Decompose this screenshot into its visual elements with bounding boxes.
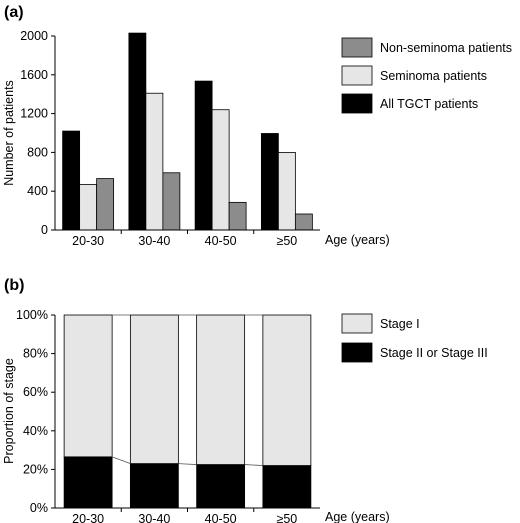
panel-a-bar-seminoma-patients-20-30 xyxy=(79,184,98,231)
panel-a-bar-all-tgct-patients-20-30 xyxy=(62,130,81,231)
panel-a-bar-non-seminoma-patients-40-50 xyxy=(228,201,247,231)
panel-b-y-tick-label: 40% xyxy=(23,424,48,438)
panel-b-x-tick-label: 20-30 xyxy=(72,512,104,523)
panel-b-bar-stage-i-40-50 xyxy=(196,314,246,465)
panel-b-connector-line xyxy=(111,456,131,464)
panel-b-y-axis-title: Proportion of stage xyxy=(2,358,16,464)
panel-a-bar-all-tgct-patients-40-50 xyxy=(194,80,213,231)
panel-b-bar-stage-i-50 xyxy=(262,314,312,466)
panel-a-bar-seminoma-patients-30-40 xyxy=(145,92,164,231)
panel-b-legend-swatch-stage-i xyxy=(341,313,373,334)
panel-a-bar-non-seminoma-patients-50 xyxy=(294,213,313,231)
panel-a-y-tick-label: 1600 xyxy=(20,68,48,82)
panel-a-x-tick-label: 40-50 xyxy=(205,234,237,248)
panel-b-x-axis-title: Age (years) xyxy=(325,510,390,523)
panel-b-bars xyxy=(63,314,312,509)
panel-a-x-tick-label: ≥50 xyxy=(276,234,297,248)
panel-a-legend-label-all-tgct-patients: All TGCT patients xyxy=(380,97,478,111)
panel-a-label: (a) xyxy=(4,4,24,21)
panel-a-bar-non-seminoma-patients-20-30 xyxy=(96,178,115,231)
panel-a-bar-seminoma-patients-40-50 xyxy=(211,109,230,231)
panel-a-y-tick-label: 0 xyxy=(41,223,48,237)
panel-a-y-axis-title: Number of patients xyxy=(2,80,16,186)
panel-b-bar-stage-ii-or-stage-iii-40-50 xyxy=(196,464,246,509)
panel-b-legend-label-stage-ii-or-stage-iii: Stage II or Stage III xyxy=(380,346,488,360)
panel-a-y-tick-label: 1200 xyxy=(20,107,48,121)
panel-b-legend-swatch-stage-ii-or-stage-iii xyxy=(341,342,373,363)
panel-b-x-ticks: 20-30 30-40 40-50 ≥50 xyxy=(72,508,297,523)
panel-b-x-tick-label: ≥50 xyxy=(276,512,297,523)
panel-a-bar-non-seminoma-patients-30-40 xyxy=(162,172,181,231)
panel-b-x-tick-label: 40-50 xyxy=(205,512,237,523)
panel-a-x-tick-label: 30-40 xyxy=(138,234,170,248)
panel-a-bars xyxy=(62,32,313,231)
panel-b-y-tick-label: 100% xyxy=(16,308,48,322)
panel-a-legend: Non-seminoma patients Seminoma patients Al… xyxy=(341,37,512,114)
panel-b-legend: Stage I Stage II or Stage III xyxy=(341,313,488,363)
panel-b-bar-stage-ii-or-stage-iii-50 xyxy=(262,465,312,509)
panel-b-y-tick-label: 80% xyxy=(23,347,48,361)
panel-a-y-ticks: 0 400 800 1200 1600 2000 xyxy=(20,29,55,237)
panel-a-legend-label-non-seminoma-patients: Non-seminoma patients xyxy=(380,41,512,55)
panel-b-y-tick-label: 20% xyxy=(23,462,48,476)
panel-a-x-axis-title: Age (years) xyxy=(325,233,390,247)
panel-b-bar-stage-ii-or-stage-iii-20-30 xyxy=(63,456,113,509)
panel-a-y-tick-label: 400 xyxy=(27,184,48,198)
panel-a-x-ticks: 20-30 30-40 40-50 ≥50 xyxy=(72,230,297,248)
panel-a-legend-label-seminoma-patients: Seminoma patients xyxy=(380,69,487,83)
panel-a-bar-seminoma-patients-50 xyxy=(277,151,296,231)
panel-b-label: (b) xyxy=(4,277,24,294)
panel-a-bar-all-tgct-patients-30-40 xyxy=(128,32,147,231)
panel-a-legend-swatch-seminoma-patients xyxy=(341,65,373,86)
panel-a-bar-all-tgct-patients-50 xyxy=(260,133,279,231)
panel-a-x-tick-label: 20-30 xyxy=(72,234,104,248)
panel-b-x-tick-label: 30-40 xyxy=(138,512,170,523)
panel-b-stacked-bar-chart: (b) Proportion of stage Age (years) 0% 20… xyxy=(2,277,488,523)
panel-a-legend-swatch-all-tgct-patients xyxy=(341,93,373,114)
panel-a-y-tick-label: 800 xyxy=(27,145,48,159)
panel-b-y-tick-label: 0% xyxy=(30,501,48,515)
panel-a-legend-swatch-non-seminoma-patients xyxy=(341,37,373,58)
panel-a-y-tick-label: 2000 xyxy=(20,29,48,43)
panel-a-bar-chart: (a) Number of patients Age (years) 0 400 8… xyxy=(2,4,512,248)
panel-b-bar-stage-i-20-30 xyxy=(63,314,113,458)
panel-b-connector-line xyxy=(244,464,263,466)
panel-b-bar-stage-ii-or-stage-iii-30-40 xyxy=(129,463,179,509)
panel-b-y-tick-label: 60% xyxy=(23,385,48,399)
panel-b-y-ticks: 0% 20% 40% 60% 80% 100% xyxy=(16,308,55,515)
panel-b-legend-label-stage-i: Stage I xyxy=(380,317,420,331)
panel-b-bar-stage-i-30-40 xyxy=(129,314,179,465)
panel-b-connector-line xyxy=(178,463,197,465)
